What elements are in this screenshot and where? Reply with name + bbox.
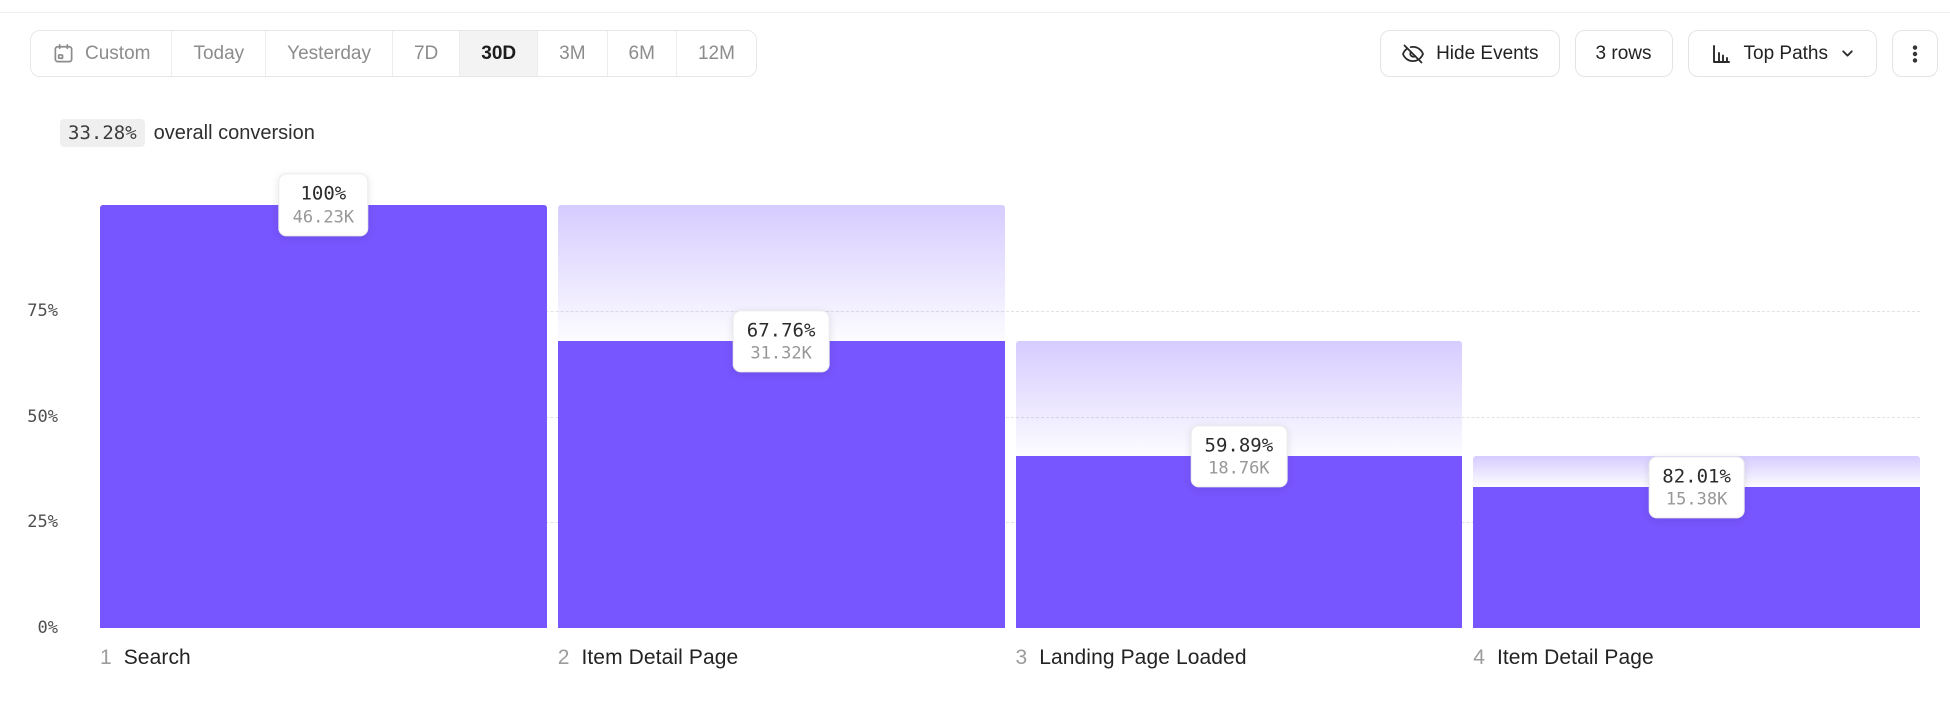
y-tick-50: 50% [27, 406, 58, 427]
chevron-down-icon [1842, 50, 1853, 57]
step-number: 3 [1015, 646, 1028, 669]
bar-segment [1473, 487, 1920, 628]
rows-button[interactable]: 3 rows [1574, 30, 1673, 77]
bar-segment [100, 205, 547, 628]
calendar-icon [54, 44, 73, 63]
step-number: 4 [1473, 646, 1485, 669]
date-range-6m[interactable]: 6M [606, 31, 676, 76]
date-range-label: Today [193, 42, 245, 64]
step-event-name: Search [123, 646, 191, 669]
date-range-today[interactable]: Today [171, 31, 266, 76]
drop-off-zone [1473, 456, 1920, 488]
date-range-yesterday[interactable]: Yesterday [265, 31, 392, 76]
step-event-name: Item Detail Page [1496, 646, 1654, 669]
overall-conversion-value: 33.28% [60, 119, 145, 147]
y-tick-75: 75% [27, 300, 58, 321]
funnel-bars: 100% 46.23K 67.76% 31.32K 59.89% 18.76K 82.01%… [100, 173, 1920, 628]
date-range-label: 3M [559, 42, 586, 64]
bar-segment [1015, 456, 1463, 628]
date-range-label: 7D [413, 42, 439, 64]
drop-off-zone [557, 205, 1005, 342]
top-divider [0, 12, 1950, 13]
date-range-7d[interactable]: 7D [391, 31, 460, 76]
hide-events-button[interactable]: Hide Events [1380, 30, 1560, 77]
date-range-label: 6M [628, 42, 655, 64]
date-range-label: 12M [697, 42, 735, 64]
step-label-2: 2 Item Detail Page [558, 646, 1005, 670]
date-range-3m[interactable]: 3M [537, 31, 607, 76]
gridline-50 [100, 416, 1920, 418]
top-paths-label: Top Paths [1743, 42, 1829, 64]
step-label-4: 4 Item Detail Page [1473, 646, 1920, 670]
gridline-75 [100, 310, 1920, 312]
kebab-icon [1912, 44, 1918, 63]
y-tick-25: 25% [27, 512, 58, 533]
date-range-label: Yesterday [287, 42, 371, 64]
funnel-bar-step-2[interactable]: 67.76% 31.32K [557, 205, 1005, 628]
step-label-1: 1 Search [100, 646, 547, 670]
date-range-label: Custom [85, 42, 151, 64]
eye-off-icon [1402, 44, 1424, 63]
rows-label: 3 rows [1595, 42, 1652, 64]
hide-events-label: Hide Events [1436, 42, 1539, 64]
top-paths-button[interactable]: Top Paths [1687, 30, 1877, 77]
conversion-percent: 100% [300, 182, 347, 205]
date-range-12m[interactable]: 12M [675, 31, 756, 76]
bar-segment [557, 341, 1005, 628]
funnel-bar-step-4[interactable]: 82.01% 15.38K [1473, 205, 1920, 628]
funnel-bar-step-1[interactable]: 100% 46.23K [100, 173, 547, 628]
toolbar-right-group: Hide Events 3 rows Top Paths [1380, 30, 1938, 77]
step-number: 1 [100, 646, 112, 669]
overall-conversion-text: overall conversion [153, 121, 315, 144]
gridline-25 [100, 522, 1920, 524]
step-event-name: Landing Page Loaded [1039, 646, 1247, 669]
bar-chart-icon [1712, 44, 1730, 63]
more-menu-button[interactable] [1892, 30, 1938, 77]
step-labels-row: 1 Search 2 Item Detail Page 3 Landing Page Lo… [100, 646, 1920, 670]
date-range-label: 30D [481, 42, 517, 64]
date-range-30d[interactable]: 30D [459, 31, 538, 76]
step-event-name: Item Detail Page [581, 646, 739, 669]
toolbar: Custom Today Yesterday 7D 30D 3M 6M 12M Hide Ev… [30, 30, 1938, 77]
drop-off-zone [1015, 341, 1463, 457]
y-tick-0: 0% [37, 618, 58, 638]
overall-conversion-summary: 33.28% overall conversion [60, 119, 315, 147]
date-range-custom[interactable]: Custom [31, 31, 172, 76]
step-label-3: 3 Landing Page Loaded [1016, 646, 1463, 670]
step-number: 2 [557, 646, 570, 669]
funnel-bar-step-3[interactable]: 59.89% 18.76K [1015, 205, 1463, 628]
date-range-control: Custom Today Yesterday 7D 30D 3M 6M 12M [30, 30, 757, 77]
funnel-chart: 75% 50% 25% 0% 100% 46.23K 67.76% 31.32K 59.89%… [27, 173, 1920, 638]
